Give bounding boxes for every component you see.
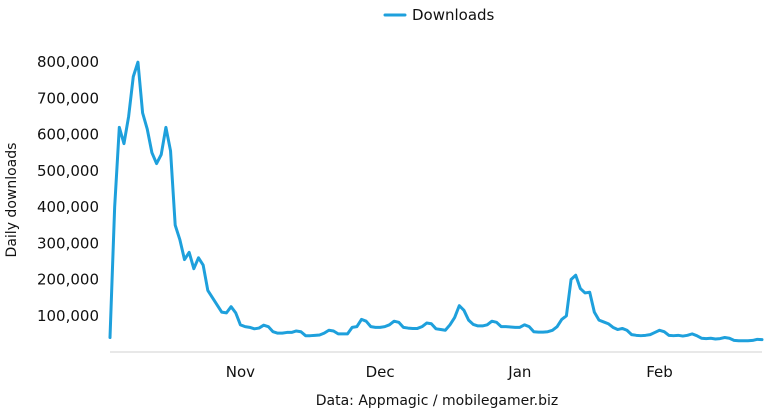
x-tick-label: Nov	[226, 363, 255, 381]
y-tick-label: 500,000	[37, 162, 99, 180]
x-tick-label: Dec	[366, 363, 395, 381]
y-tick-label: 300,000	[37, 234, 99, 252]
series-line-downloads	[108, 60, 764, 343]
x-axis-title: Data: Appmagic / mobilegamer.biz	[316, 393, 559, 409]
legend-label: Downloads	[412, 6, 495, 24]
y-tick-label: 600,000	[37, 126, 99, 144]
y-axis-title: Daily downloads	[4, 143, 20, 258]
y-tick-label: 100,000	[37, 307, 99, 325]
y-tick-label: 200,000	[37, 271, 99, 289]
x-tick-label: Feb	[646, 363, 673, 381]
legend: Downloads	[383, 6, 495, 24]
y-axis-ticks: 100,000 200,000 300,000 400,000 500,000 600,0…	[37, 53, 99, 325]
y-tick-label: 700,000	[37, 89, 99, 107]
x-tick-label: Jan	[507, 363, 531, 381]
y-tick-label: 800,000	[37, 53, 99, 71]
x-axis-ticks: NovDecJanFebMar	[226, 363, 673, 381]
y-tick-label: 400,000	[37, 198, 99, 216]
